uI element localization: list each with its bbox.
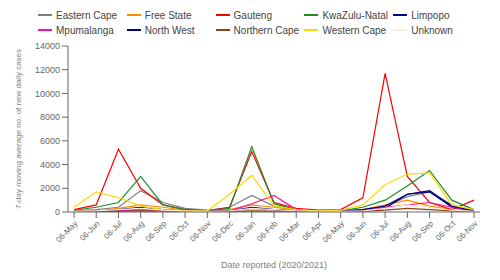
svg-text:06-Apr: 06-Apr <box>300 219 324 243</box>
svg-text:06-Jul: 06-Jul <box>368 219 391 241</box>
svg-text:0: 0 <box>55 207 60 217</box>
svg-text:8000: 8000 <box>40 112 60 122</box>
svg-text:2000: 2000 <box>40 183 60 193</box>
html-text:North West: North West <box>144 24 195 36</box>
html-text:Limpopo: Limpopo <box>411 9 450 21</box>
svg-text:06-Feb: 06-Feb <box>255 219 280 244</box>
svg-text:06-Aug: 06-Aug <box>388 219 413 244</box>
svg-text:06-Mar: 06-Mar <box>277 219 302 244</box>
html-text:Western Cape: Western Cape <box>322 24 387 36</box>
svg-text:06-Oct: 06-Oct <box>167 219 191 243</box>
svg-text:4000: 4000 <box>40 160 60 170</box>
svg-text:10000: 10000 <box>35 89 60 99</box>
svg-text:06-Jul: 06-Jul <box>102 219 124 241</box>
svg-text:Date reported (2020/2021): Date reported (2020/2021) <box>221 260 327 270</box>
svg-text:06-Sep: 06-Sep <box>144 219 169 244</box>
svg-text:06-May: 06-May <box>54 219 79 244</box>
html-text:Northern Cape: Northern Cape <box>233 24 300 36</box>
svg-text:06-Sep: 06-Sep <box>410 219 435 244</box>
svg-text:14000: 14000 <box>35 41 60 51</box>
svg-text:06-Oct: 06-Oct <box>434 219 458 243</box>
html-text:Gauteng: Gauteng <box>233 9 272 21</box>
svg-text:06-May: 06-May <box>321 219 346 244</box>
svg-text:12000: 12000 <box>35 65 60 75</box>
svg-text:6000: 6000 <box>40 136 60 146</box>
html-text:KwaZulu-Natal: KwaZulu-Natal <box>322 9 388 21</box>
svg-text:06-Nov: 06-Nov <box>455 219 480 244</box>
svg-text:06-Jun: 06-Jun <box>78 219 102 243</box>
html-text:Unknown: Unknown <box>411 24 453 36</box>
svg-text:06-Jan: 06-Jan <box>234 219 258 243</box>
svg-text:06-Nov: 06-Nov <box>188 219 213 244</box>
html-text:Eastern Cape: Eastern Cape <box>56 9 118 21</box>
html-text:Free State: Free State <box>144 9 192 21</box>
svg-text:06-Jun: 06-Jun <box>345 219 369 243</box>
svg-text:06-Dec: 06-Dec <box>210 219 235 244</box>
svg-text:7-day moving average no. of ne: 7-day moving average no. of new daily ca… <box>14 49 23 209</box>
svg-text:06-Aug: 06-Aug <box>121 219 146 244</box>
html-text:Mpumalanga: Mpumalanga <box>56 24 114 36</box>
